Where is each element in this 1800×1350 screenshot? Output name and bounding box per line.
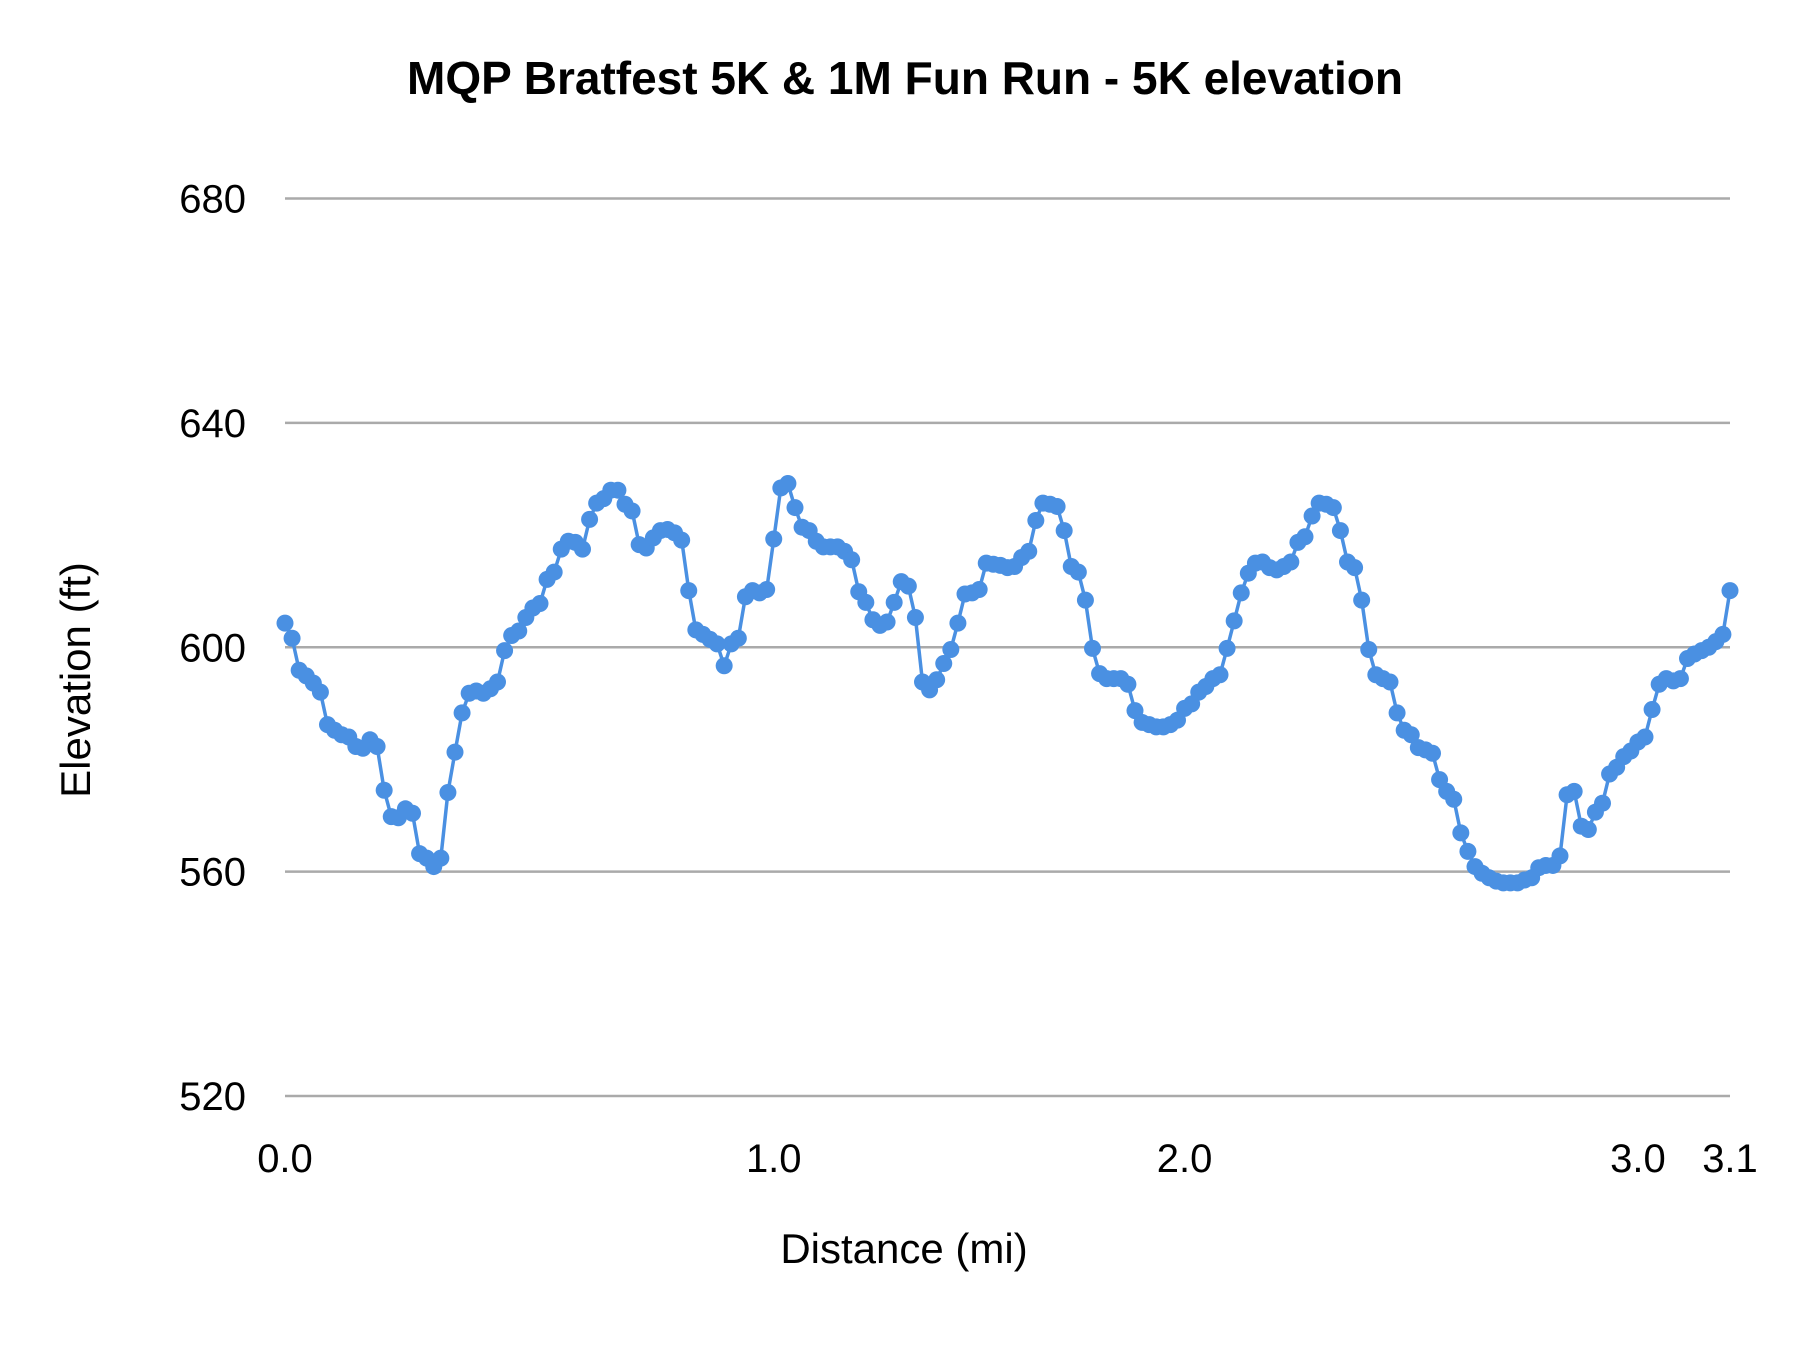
data-point: [1551, 847, 1569, 865]
data-point: [623, 502, 641, 520]
data-point: [1296, 528, 1314, 546]
data-point: [404, 804, 421, 822]
data-point: [1084, 639, 1101, 657]
y-tick-label: 600: [179, 626, 246, 670]
chart-title: MQP Bratfest 5K & 1M Fun Run - 5K elevat…: [407, 52, 1403, 104]
data-point: [1232, 584, 1250, 602]
data-point: [680, 582, 698, 600]
x-tick-label: 1.0: [746, 1137, 802, 1181]
data-point: [949, 614, 967, 632]
data-point: [786, 499, 804, 517]
data-point: [1721, 582, 1739, 600]
data-point: [1388, 704, 1406, 722]
data-point: [765, 530, 783, 548]
data-point: [1565, 782, 1583, 800]
data-point: [673, 531, 691, 549]
data-point: [1282, 553, 1300, 571]
data-point: [1671, 670, 1689, 688]
data-point: [1381, 673, 1399, 691]
data-point: [1055, 522, 1073, 540]
data-point: [510, 622, 528, 640]
data-point: [1027, 511, 1045, 529]
data-point: [1643, 701, 1661, 719]
y-tick-label: 520: [179, 1075, 246, 1119]
data-point: [311, 683, 329, 701]
data-point: [489, 673, 506, 691]
data-point: [1211, 666, 1229, 684]
data-point: [906, 609, 924, 627]
data-point: [439, 784, 457, 802]
data-point: [715, 657, 733, 675]
data-point: [1020, 542, 1038, 560]
data-point: [609, 481, 627, 499]
data-point: [1402, 726, 1420, 744]
data-point: [453, 704, 471, 722]
data-point: [885, 593, 903, 611]
data-point: [1424, 744, 1441, 762]
data-point: [432, 849, 450, 867]
data-point: [375, 781, 393, 799]
y-tick-labels: 520 560 600 640 680: [179, 178, 246, 1120]
y-axis-title: Elevation (ft): [52, 562, 99, 798]
data-point: [1579, 821, 1597, 839]
data-point: [1714, 625, 1732, 643]
y-tick-label: 640: [179, 402, 246, 446]
x-tick-label: 0.0: [257, 1137, 313, 1181]
data-point: [729, 629, 747, 647]
series-elevation: [276, 474, 1739, 892]
data-point: [758, 580, 776, 598]
data-point: [574, 540, 591, 558]
data-point: [942, 640, 960, 658]
x-tick-label: 3.1: [1702, 1137, 1758, 1181]
data-point: [1069, 563, 1087, 581]
data-point: [899, 577, 917, 595]
data-point: [368, 738, 386, 756]
y-tick-label: 680: [179, 178, 246, 222]
data-point: [878, 613, 896, 631]
x-tick-labels: 0.0 1.0 2.0 3.0 3.1: [257, 1137, 1758, 1181]
data-point: [1331, 522, 1349, 540]
data-point: [545, 563, 563, 581]
data-point: [1076, 591, 1094, 609]
data-point: [935, 655, 953, 673]
data-point: [1303, 507, 1321, 525]
data-point: [1360, 640, 1378, 658]
data-point: [843, 551, 861, 569]
data-point: [276, 614, 294, 632]
data-point: [1225, 612, 1243, 630]
data-point: [1119, 675, 1137, 693]
data-point: [1346, 559, 1364, 577]
data-point: [1218, 639, 1236, 657]
data-point: [779, 474, 797, 492]
data-point: [1048, 497, 1066, 515]
data-point: [496, 642, 514, 660]
data-point: [446, 743, 464, 761]
data-point: [1636, 728, 1654, 746]
data-point: [928, 671, 946, 689]
data-point: [283, 629, 301, 647]
x-tick-label: 2.0: [1157, 1137, 1213, 1181]
data-point: [1324, 499, 1342, 517]
x-axis-title: Distance (mi): [780, 1225, 1027, 1272]
data-point: [1459, 842, 1477, 860]
data-point: [708, 635, 726, 653]
data-point: [1594, 794, 1611, 812]
data-point: [970, 580, 988, 598]
data-point: [531, 594, 549, 612]
data-point: [581, 510, 599, 528]
data-point: [857, 593, 875, 611]
x-tick-label: 3.0: [1610, 1137, 1666, 1181]
data-point: [1445, 790, 1463, 808]
data-point: [1452, 824, 1470, 842]
data-point: [1353, 591, 1371, 609]
y-tick-label: 560: [179, 851, 246, 895]
